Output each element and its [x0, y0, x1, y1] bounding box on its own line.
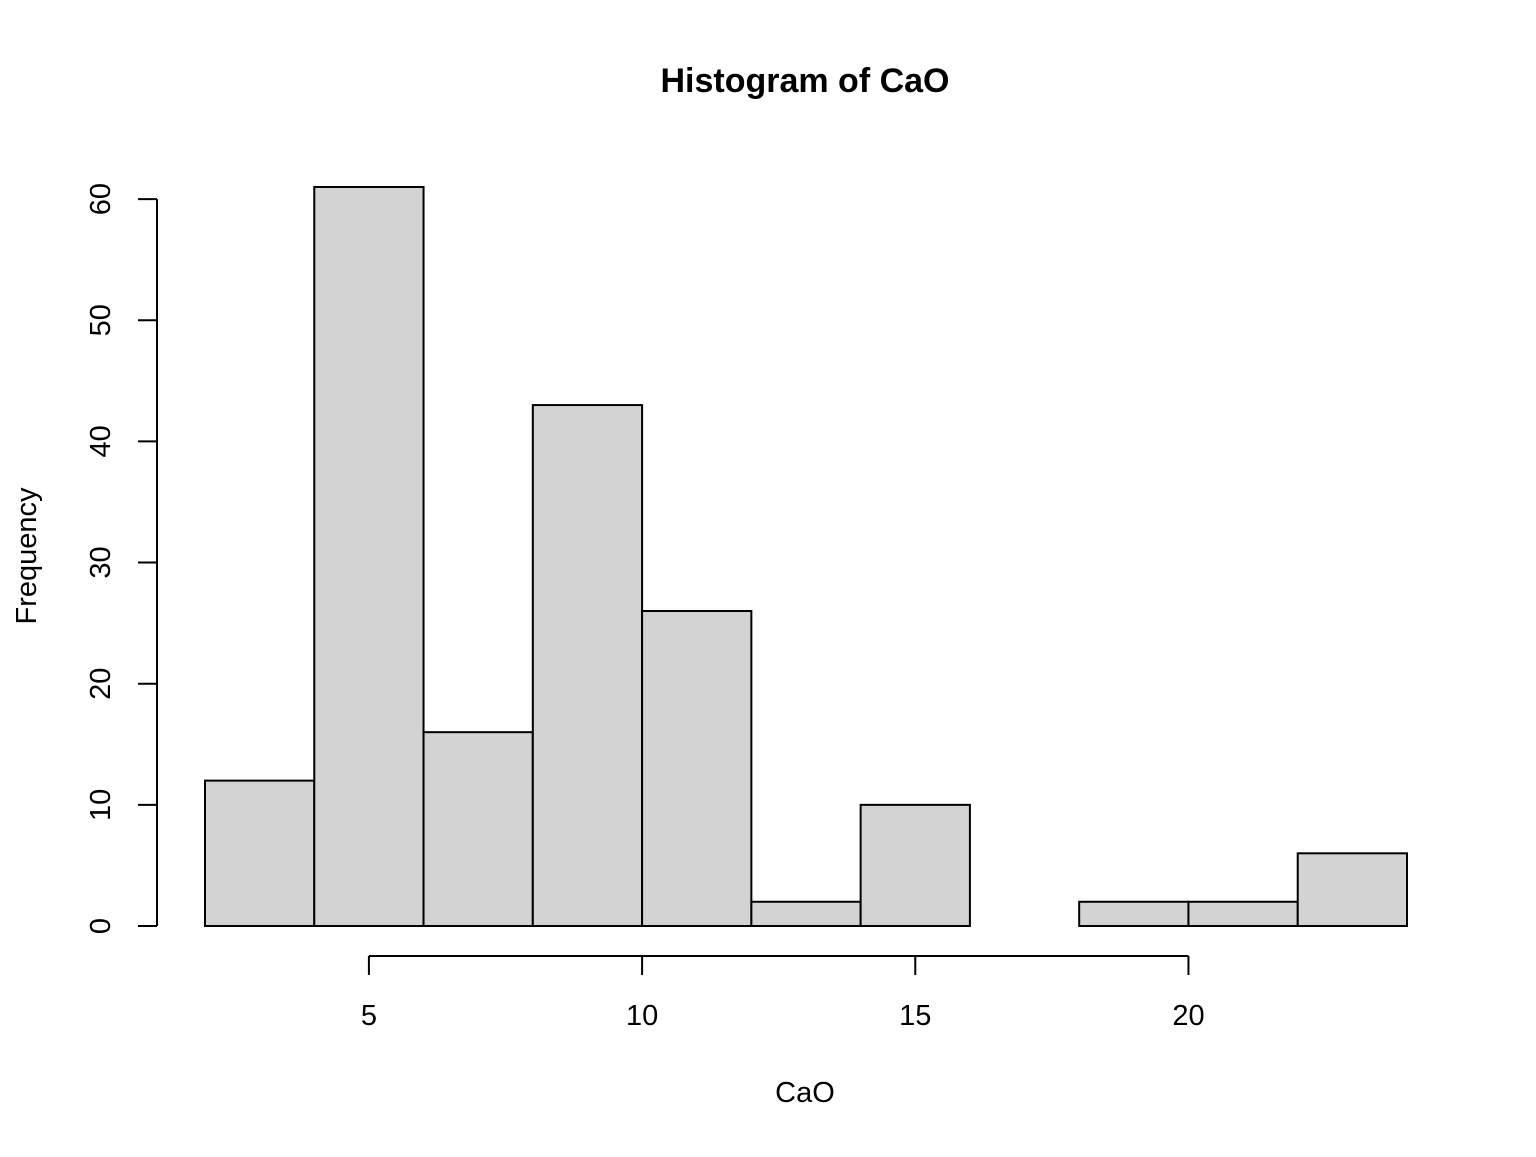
- bars-group: [204, 186, 1409, 928]
- y-axis: 0 10 20 30 40 50 60: [85, 183, 158, 934]
- x-tick-label: 20: [1172, 1000, 1204, 1032]
- histogram-bar-2: [422, 731, 534, 927]
- histogram-bar-4: [641, 610, 753, 928]
- y-tick-label: 0: [85, 918, 117, 934]
- histogram-bar-6: [859, 803, 971, 928]
- y-tick-label: 40: [85, 425, 117, 457]
- x-tick-label: 10: [626, 1000, 658, 1032]
- chart-title: Histogram of CaO: [660, 62, 949, 100]
- histogram-bar-3: [531, 404, 644, 928]
- y-tick-label: 10: [85, 789, 117, 821]
- y-tick-label: 20: [85, 668, 117, 700]
- x-axis-label: CaO: [775, 1077, 835, 1109]
- y-tick-label: 50: [85, 304, 117, 336]
- y-tick-label: 30: [85, 546, 117, 578]
- histogram-bar-1: [313, 186, 425, 927]
- histogram-bar-5: [750, 900, 862, 928]
- y-tick-label: 60: [85, 183, 117, 215]
- histogram-bar-8: [1078, 900, 1190, 928]
- histogram-bar-10: [1296, 852, 1409, 927]
- x-tick-label: 5: [361, 1000, 377, 1032]
- histogram-bar-0: [204, 779, 316, 927]
- histogram-bar-9: [1187, 900, 1299, 928]
- y-axis-label: Frequency: [11, 487, 43, 625]
- x-tick-label: 15: [899, 1000, 931, 1032]
- x-axis: 5 10 15 20: [361, 955, 1205, 1032]
